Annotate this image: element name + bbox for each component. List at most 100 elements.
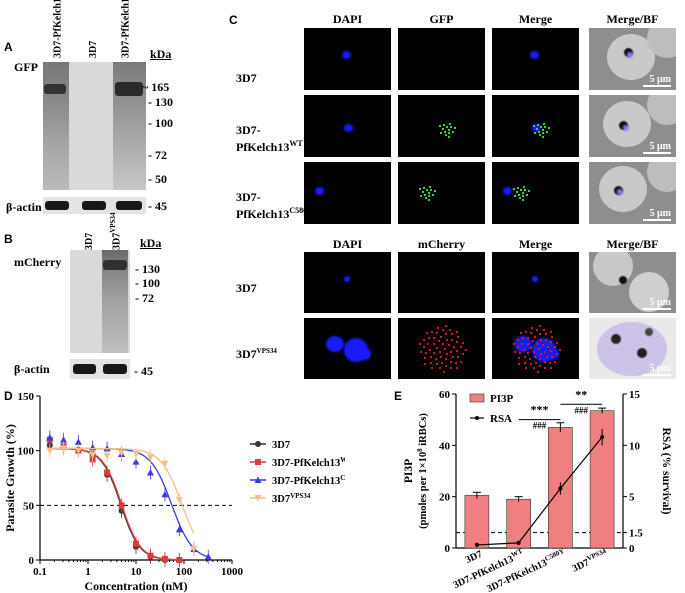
mcherry-dots-1-42 [461,353,464,356]
marker-a-1: - 130 [148,95,173,109]
gfp-dots-top-1-2-4 [535,128,538,131]
mcherry-dots-2-23 [539,333,542,336]
mcherry-dots-1-39 [457,336,460,339]
x-tick-label: 0.1 [33,566,47,578]
parasite-stain-top-1 [623,125,629,131]
mcherry-dots-1-50 [460,360,463,363]
panel-d-letter: D [4,389,13,403]
marker-b-1: - 100 [135,276,160,290]
mcherry-dots-2-54 [519,331,522,334]
actin-marker-a: - 45 [148,199,167,213]
data-point-2-0 [46,434,54,441]
data-point-1-4 [104,469,111,476]
mcherry-dots-2-38 [516,346,519,349]
data-point-3-10 [190,546,198,553]
mcherry-dots-1-32 [445,365,448,368]
mcherry-dots-1-12 [432,342,435,345]
mcherry-dots-1-58 [455,367,458,370]
gfp-dots-top-2-1-11 [428,198,431,201]
mcherry-dots-2-3 [539,352,542,355]
data-point-2-8 [161,490,169,498]
gfp-dots-top-2-2-6 [518,197,521,200]
data-point-3-1 [60,445,68,452]
data-point-3-7 [146,454,154,461]
data-point-2-7 [146,469,154,476]
dapi-signal-top-2-0 [315,187,324,195]
mcherry-dots-1-0 [444,348,447,350]
tile-top-r2-c1 [398,162,485,224]
mcherry-dots-2-50 [554,360,557,363]
fit-curve-1 [49,447,180,561]
sig-annotation-2: ** [575,387,587,401]
dapi-signal-bottom-0-2 [532,276,538,282]
mcherry-dots-1-54 [425,331,428,334]
mcherry-dots-2-53 [536,370,539,373]
data-point-1-5 [118,502,125,509]
row-label-bottom-0-main: 3D7 [236,281,257,295]
parasite-stain-top-2 [617,189,623,195]
gfp-dots-top-1-1-3 [448,132,451,135]
tile-top-r1-c3: 5 μm [589,95,676,157]
right-axis-title: RSA (% survival) [660,428,672,515]
dapi-signal-top-0-2 [530,51,539,59]
left-axis-units: (pmoles per 1×108 iRBCs) [416,413,429,529]
gfp-dots-top-2-2-11 [522,198,525,201]
actin-label-a: β-actin [6,200,42,214]
gfp-dots-top-1-1-8 [451,131,454,134]
parasite-b1c [645,328,653,336]
scale-bar [643,219,671,221]
x-tick-label: 1000 [221,566,244,578]
gfp-dots-top-1-2-9 [533,131,536,134]
legend-label-0: 3D7 [272,440,290,451]
rsa-point-1 [516,540,521,545]
gfp-dots-top-2-1-10 [428,185,431,188]
gfp-dots-top-2-2-8 [525,194,528,197]
panel-b-kda-label: kDa [140,236,162,250]
x-tick-label: 1 [85,566,91,578]
mcherry-dots-1-41 [431,331,434,334]
parasite-b1b [637,348,647,358]
rbc-cell-2 [629,272,669,312]
gfp-dots-top-2-1-3 [428,195,431,198]
mcherry-dots-1-47 [462,341,465,344]
gfp-dots-top-1-2-3 [542,132,545,135]
gfp-dots-top-1-2-7 [537,123,540,126]
data-point-1-9 [176,557,183,563]
legend-line-dot [475,416,479,420]
dapi-signal-top-0-0 [342,51,351,59]
row-label-top-1-sup: WT [289,139,303,148]
marker-a-3: - 72 [148,148,167,162]
left-tick-label: 60 [439,389,451,401]
gfp-dots-top-1-2-1 [538,130,541,133]
mcherry-dots-1-40 [438,367,441,370]
mcherry-dots-2-40 [532,367,535,370]
mcherry-dots-2-18 [545,338,548,341]
gfp-dots-top-2-2-2 [520,188,523,191]
gfp-dots-top-1-2-13 [547,127,550,130]
mcherry-dots-1-26 [456,341,459,344]
gfp-dots-top-1-2-6 [538,134,541,137]
mcherry-dots-1-53 [442,370,445,373]
mcherry-dots-2-5 [542,344,545,347]
mcherry-dots-2-8 [544,351,547,354]
tile-top-r0-c3: 5 μm [589,28,676,90]
mcherry-dots-1-7 [438,340,441,343]
dapi-signal-top-1-0 [344,124,353,132]
mcherry-dots-2-22 [523,356,526,359]
mcherry-dots-1-30 [425,352,428,355]
mcherry-dots-1-38 [422,346,425,349]
sig-annotation-1: ### [533,421,547,431]
scale-bar [643,152,671,154]
gfp-dots-top-2-1-7 [423,186,426,189]
marker-b-0: - 130 [135,262,160,276]
y-tick-label: 150 [18,391,35,403]
lane-label-a-2: 3D7-PfKelch13C580Y [118,0,131,58]
header-bottom-2: Merge [518,237,553,251]
scale-bar-label: 5 μm [649,363,672,374]
rbc-cell [599,166,647,212]
mcherry-dots-2-57 [539,324,542,327]
mcherry-dots-1-34 [460,346,463,349]
gfp-dots-top-2-1-5 [430,189,433,192]
gfp-dots-top-2-1-12 [419,188,422,191]
right-tick-label: 0 [629,543,635,555]
